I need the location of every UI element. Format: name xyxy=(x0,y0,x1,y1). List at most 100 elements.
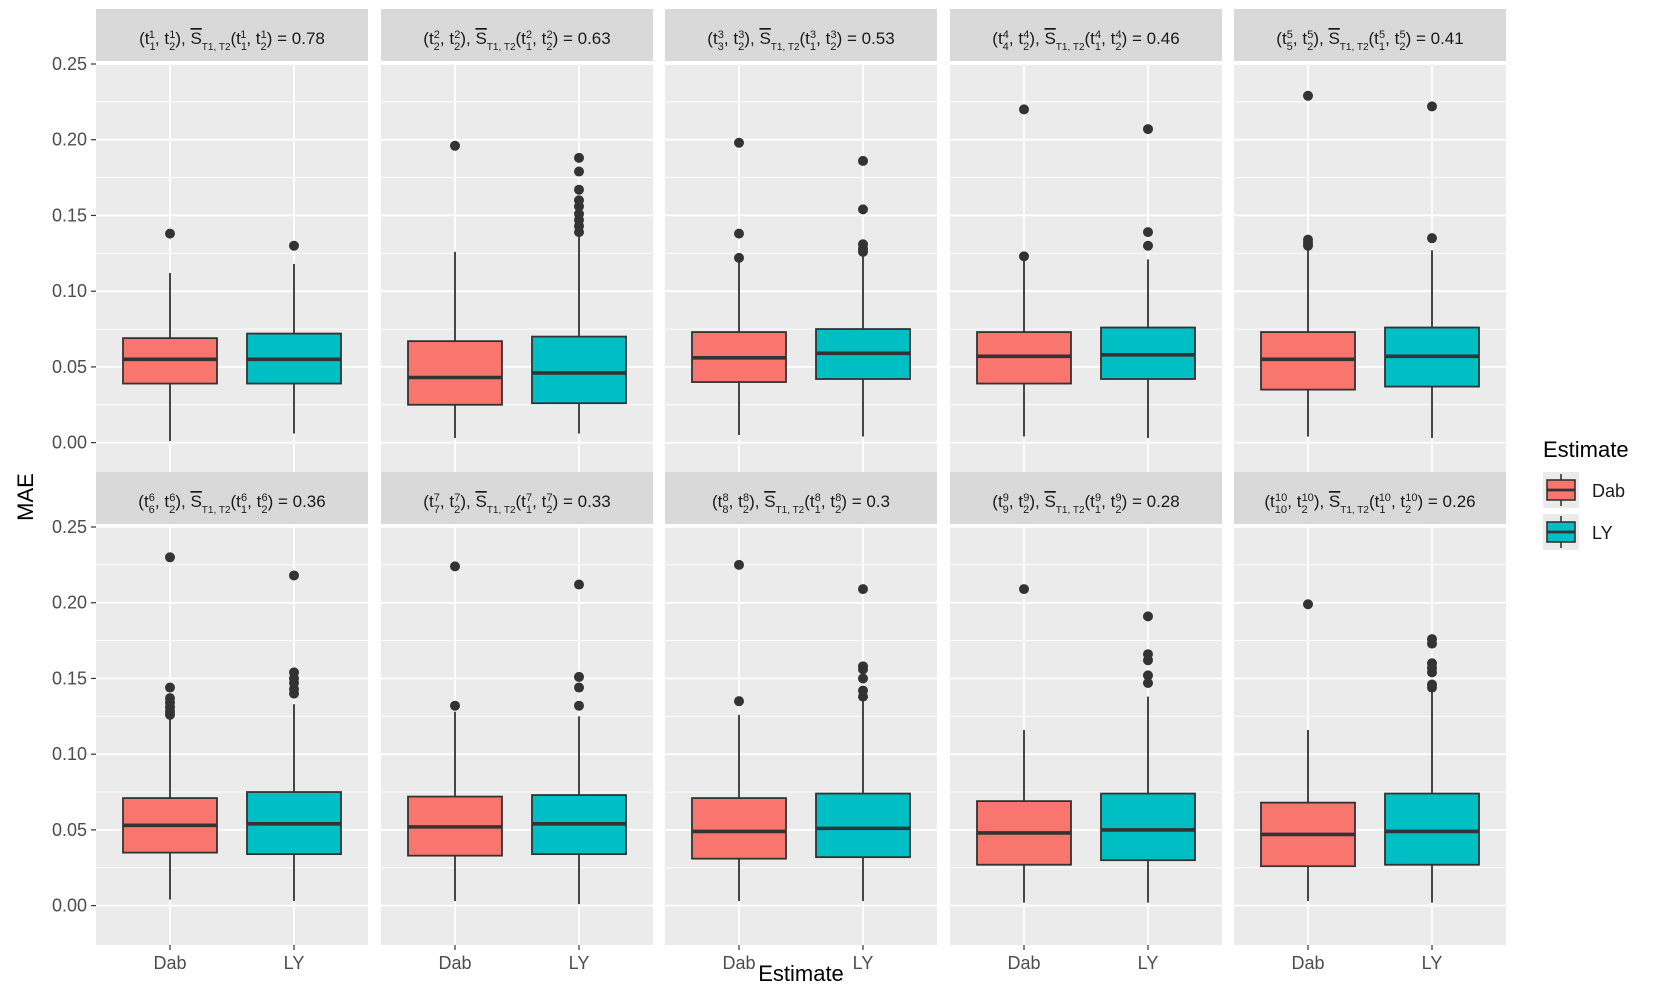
facet-strip-6 xyxy=(96,472,368,524)
facet-panel-8: (t88, t28), ST1, T2(t18, t28) = 0.3 Dab LY xyxy=(665,472,937,973)
outlier-point xyxy=(574,579,584,590)
x-tick-label: LY xyxy=(853,953,874,973)
x-tick-label: Dab xyxy=(438,953,471,973)
box-iqr xyxy=(691,797,787,860)
y-tick-label: 0.20 xyxy=(52,130,87,150)
x-tick-label: Dab xyxy=(153,953,186,973)
y-axis-title: MAE xyxy=(13,473,38,521)
panel-background-2 xyxy=(381,64,653,482)
box-iqr xyxy=(1384,792,1480,866)
box-ly-8 xyxy=(815,584,911,902)
legend-title: Estimate xyxy=(1543,437,1629,462)
box-iqr xyxy=(531,335,627,405)
facet-panel-4: (t44, t24), ST1, T2(t14, t24) = 0.46 xyxy=(950,9,1222,482)
y-tick-label: 0.25 xyxy=(52,517,87,537)
outlier-point xyxy=(1427,634,1437,645)
x-tick-label: LY xyxy=(1422,953,1443,973)
x-tick-label: Dab xyxy=(722,953,755,973)
outlier-point xyxy=(450,561,460,572)
x-tick-label: LY xyxy=(284,953,305,973)
outlier-point xyxy=(734,228,744,239)
x-tick-label: LY xyxy=(1138,953,1159,973)
facet-strip-9 xyxy=(950,472,1222,524)
y-tick-label: 0.05 xyxy=(52,357,87,377)
panel-background-9 xyxy=(950,527,1222,945)
outlier-point xyxy=(858,661,868,672)
outlier-point xyxy=(1303,234,1313,245)
y-tick-label: 0.20 xyxy=(52,593,87,613)
box-ly-7 xyxy=(531,579,627,905)
box-ly-9 xyxy=(1100,611,1196,903)
outlier-point xyxy=(1303,599,1313,610)
outlier-point xyxy=(450,700,460,711)
x-tick-label: LY xyxy=(569,953,590,973)
facet-panel-9: (t99, t29), ST1, T2(t19, t29) = 0.28 Dab L… xyxy=(950,472,1222,973)
box-dab-6 xyxy=(122,552,218,900)
panel-background-5 xyxy=(1234,64,1506,482)
box-iqr xyxy=(1100,792,1196,862)
panel-background-1 xyxy=(96,64,368,482)
outlier-point xyxy=(574,682,584,693)
outlier-point xyxy=(289,570,299,581)
outlier-point xyxy=(734,252,744,263)
facet-strip-2 xyxy=(381,9,653,61)
facet-panel-2: (t22, t22), ST1, T2(t12, t22) = 0.63 xyxy=(381,9,653,482)
outlier-point xyxy=(289,667,299,678)
box-iqr xyxy=(815,792,911,859)
outlier-point xyxy=(734,559,744,570)
box-dab-3 xyxy=(691,137,787,436)
outlier-point xyxy=(1427,101,1437,112)
outlier-point xyxy=(1143,240,1153,251)
y-tick-label: 0.10 xyxy=(52,281,87,301)
box-dab-9 xyxy=(976,584,1072,903)
box-dab-2 xyxy=(407,140,503,439)
outlier-point xyxy=(734,696,744,707)
y-tick-label: 0.10 xyxy=(52,744,87,764)
outlier-point xyxy=(1143,611,1153,622)
y-tick-label: 0.00 xyxy=(52,896,87,916)
outlier-point xyxy=(858,239,868,250)
facet-title-5: (t55, t25), ST1, T2(t15, t25) = 0.41 xyxy=(1276,29,1463,53)
outlier-point xyxy=(574,671,584,682)
outlier-point xyxy=(165,228,175,239)
box-ly-1 xyxy=(246,240,342,434)
box-ly-5 xyxy=(1384,101,1480,439)
panel-background-4 xyxy=(950,64,1222,482)
legend-label-dab: Dab xyxy=(1592,481,1625,501)
panel-background-6 xyxy=(96,527,368,945)
outlier-point xyxy=(165,682,175,693)
facet-title-9: (t99, t29), ST1, T2(t19, t29) = 0.28 xyxy=(992,492,1179,516)
outlier-point xyxy=(1019,251,1029,262)
outlier-point xyxy=(1143,227,1153,238)
outlier-point xyxy=(574,184,584,195)
facet-strip-8 xyxy=(665,472,937,524)
facet-strip-7 xyxy=(381,472,653,524)
box-dab-7 xyxy=(407,561,503,902)
outlier-point xyxy=(574,700,584,711)
legend-key-ly xyxy=(1543,514,1579,550)
box-iqr xyxy=(407,340,503,406)
y-tick-label: 0.00 xyxy=(52,433,87,453)
outlier-point xyxy=(289,240,299,251)
outlier-point xyxy=(574,208,584,219)
outlier-point xyxy=(1143,670,1153,681)
facet-title-3: (t33, t23), ST1, T2(t13, t23) = 0.53 xyxy=(707,29,894,53)
box-dab-5 xyxy=(1260,90,1356,437)
outlier-point xyxy=(165,552,175,563)
x-tick-label: Dab xyxy=(1291,953,1324,973)
outlier-point xyxy=(1143,124,1153,135)
outlier-point xyxy=(574,166,584,177)
box-dab-8 xyxy=(691,559,787,902)
box-ly-10 xyxy=(1384,634,1480,903)
outlier-point xyxy=(1427,233,1437,244)
outlier-point xyxy=(1143,649,1153,660)
x-axis-title: Estimate xyxy=(758,961,844,986)
box-ly-3 xyxy=(815,155,911,437)
outlier-point xyxy=(574,195,584,206)
facet-panels: (t11, t21), ST1, T2(t11, t21) = 0.78 0.00… xyxy=(52,9,1506,973)
facet-panel-5: (t55, t25), ST1, T2(t15, t25) = 0.41 xyxy=(1234,9,1506,482)
legend-key-dab xyxy=(1543,472,1579,508)
facet-panel-3: (t33, t23), ST1, T2(t13, t23) = 0.53 xyxy=(665,9,937,482)
outlier-point xyxy=(858,204,868,215)
